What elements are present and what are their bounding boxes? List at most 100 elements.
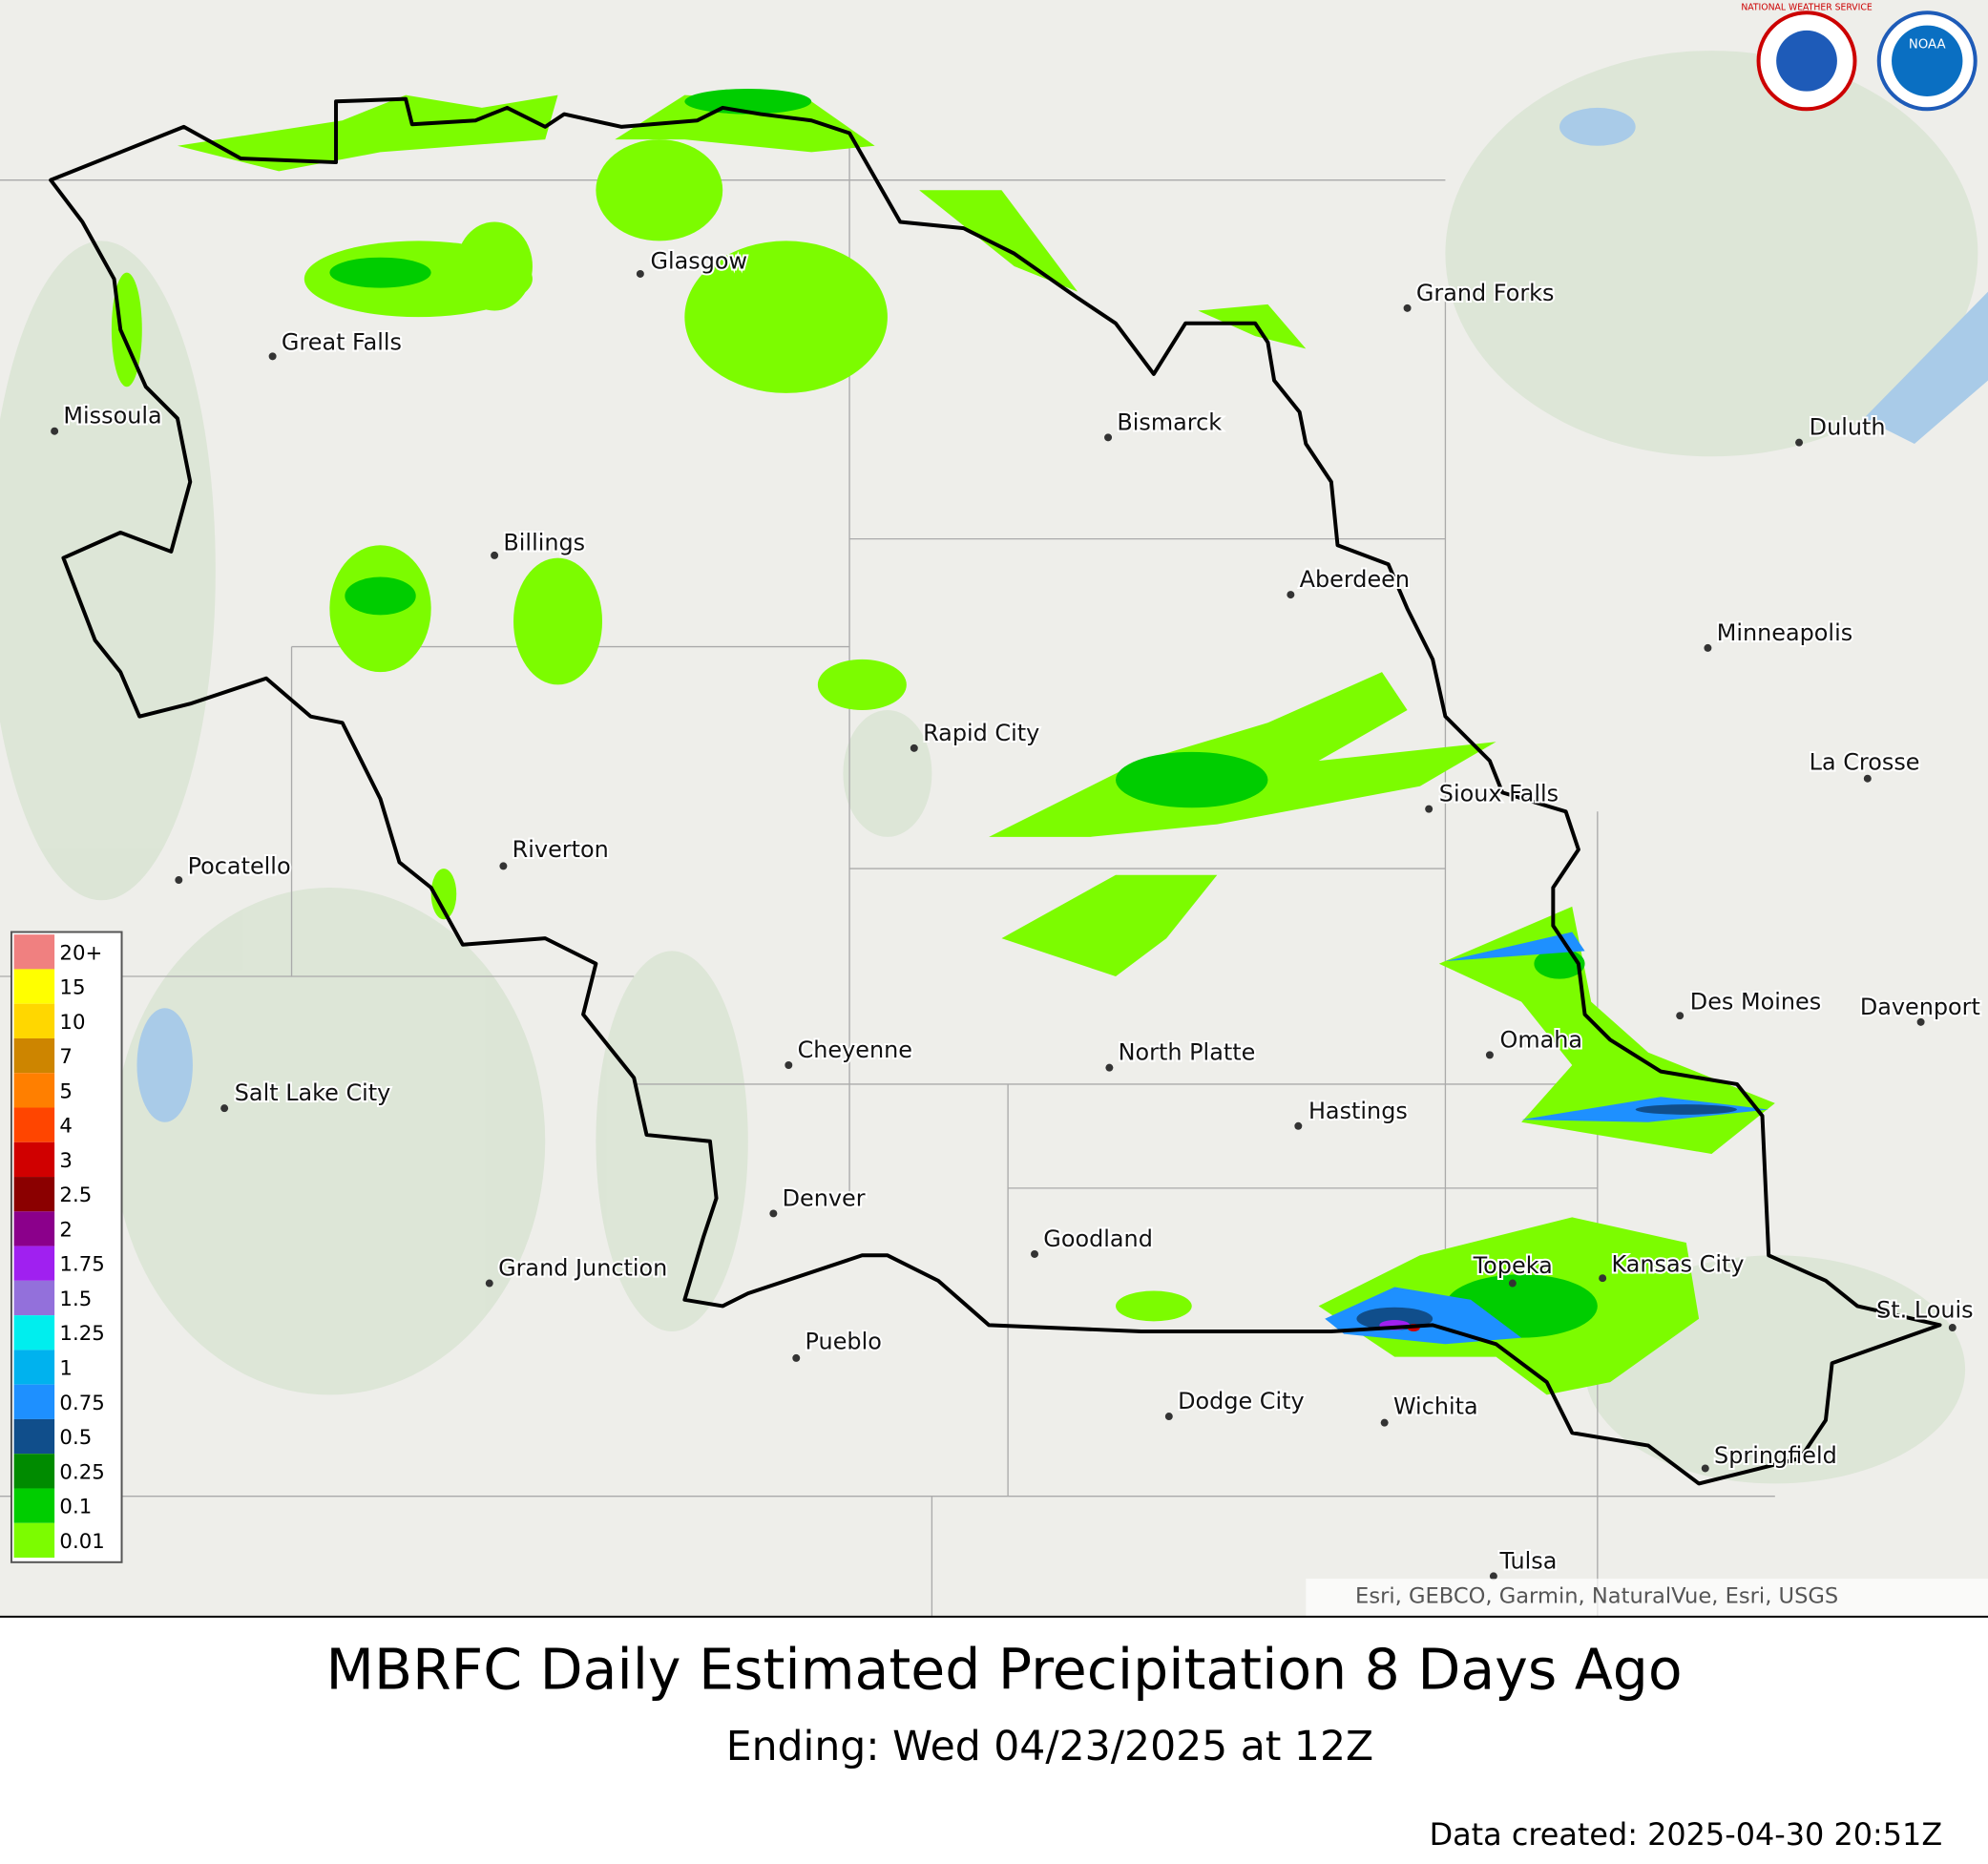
legend-swatch bbox=[13, 1107, 55, 1142]
city-dot bbox=[785, 1061, 793, 1069]
state-borders bbox=[0, 133, 1775, 1617]
noaa-logo-inner bbox=[1892, 25, 1963, 96]
legend-swatch bbox=[13, 1073, 55, 1108]
city-label: Missoula bbox=[63, 403, 161, 429]
city-label: Great Falls bbox=[282, 329, 402, 356]
city-label: Denver bbox=[783, 1184, 866, 1211]
legend-swatch bbox=[13, 1246, 55, 1281]
basin-boundary bbox=[49, 96, 1942, 1486]
legend-label: 0.01 bbox=[59, 1530, 104, 1554]
legend: 20+ 15 10 7 5 4 3 2.5 2 1.75 1.5 1.25 1 0.75 0.5 0.25 0.… bbox=[10, 931, 123, 1563]
city-label: Bismarck bbox=[1117, 408, 1222, 435]
legend-label: 4 bbox=[59, 1115, 73, 1139]
legend-label: 2.5 bbox=[59, 1183, 92, 1207]
legend-label: 0.75 bbox=[59, 1392, 104, 1415]
legend-label: 3 bbox=[59, 1149, 73, 1173]
title: MBRFC Daily Estimated Precipitation 8 Da… bbox=[326, 1638, 1683, 1703]
city-label: Sioux Falls bbox=[1439, 781, 1559, 807]
logos: NATIONAL WEATHER SERVICE NOAA bbox=[1741, 3, 1978, 112]
legend-swatch bbox=[13, 1003, 55, 1038]
legend-swatch bbox=[13, 1488, 55, 1523]
city-dot bbox=[1701, 1464, 1709, 1473]
legend-label: 1.25 bbox=[59, 1322, 104, 1346]
city-label: Glasgow bbox=[650, 248, 747, 275]
water bbox=[136, 107, 1988, 1122]
city-dot bbox=[1380, 1418, 1389, 1427]
city-dot bbox=[1489, 1572, 1497, 1581]
legend-label: 7 bbox=[59, 1045, 73, 1069]
legend-label: 20+ bbox=[59, 941, 102, 965]
city-label: Pocatello bbox=[188, 852, 291, 879]
city-label: Aberdeen bbox=[1300, 566, 1410, 593]
legend-swatch bbox=[13, 1454, 55, 1489]
legend-swatch bbox=[13, 1522, 55, 1559]
city-dot bbox=[51, 427, 59, 435]
city-label: Springfield bbox=[1714, 1442, 1837, 1469]
city-dot bbox=[769, 1209, 778, 1218]
city-label: North Platte bbox=[1119, 1039, 1256, 1066]
city-dot bbox=[1916, 1017, 1925, 1026]
legend-label: 0.1 bbox=[59, 1496, 92, 1519]
city-dot bbox=[491, 551, 499, 559]
city-dot bbox=[175, 876, 183, 885]
legend-label: 0.5 bbox=[59, 1426, 92, 1450]
city-dot bbox=[1031, 1249, 1038, 1258]
city-dot bbox=[499, 862, 508, 870]
legend-swatch bbox=[13, 1280, 55, 1316]
city-dot bbox=[268, 352, 277, 361]
city-label: Grand Junction bbox=[498, 1255, 667, 1282]
city-label: Pueblo bbox=[806, 1329, 882, 1355]
city-dot bbox=[910, 744, 918, 752]
city-label: Tulsa bbox=[1499, 1547, 1558, 1574]
city-label: Des Moines bbox=[1690, 989, 1821, 1016]
attribution: Esri, GEBCO, Garmin, NaturalVue, Esri, U… bbox=[1355, 1583, 1838, 1608]
city-label: Wichita bbox=[1393, 1393, 1478, 1419]
city-label: Goodland bbox=[1043, 1225, 1153, 1252]
city-dot bbox=[636, 269, 644, 278]
legend-label: 5 bbox=[59, 1079, 73, 1103]
city-label: Omaha bbox=[1500, 1026, 1583, 1053]
legend-label: 15 bbox=[59, 976, 85, 1000]
subtitle: Ending: Wed 04/23/2025 at 12Z bbox=[726, 1724, 1373, 1770]
city-dot bbox=[1508, 1279, 1517, 1288]
cities: Glasgow Great Falls Missoula Grand Forks Bis… bbox=[51, 246, 1982, 1581]
legend-label: 0.25 bbox=[59, 1460, 104, 1484]
city-dot bbox=[1795, 438, 1804, 447]
nws-logo-inner bbox=[1776, 30, 1837, 92]
city-dot bbox=[1403, 304, 1412, 312]
city-label: La Crosse bbox=[1810, 748, 1920, 775]
city-dot bbox=[792, 1353, 801, 1362]
city-dot bbox=[485, 1279, 493, 1288]
legend-label: 1.5 bbox=[59, 1288, 92, 1311]
city-dot bbox=[1676, 1012, 1685, 1020]
city-label: Davenport bbox=[1860, 994, 1980, 1020]
city-label: Kansas City bbox=[1611, 1251, 1744, 1278]
legend-swatch bbox=[13, 1384, 55, 1419]
city-dot bbox=[1599, 1274, 1607, 1283]
legend-swatch bbox=[13, 1315, 55, 1351]
city-dot bbox=[1704, 643, 1712, 652]
attribution-bg bbox=[1306, 1579, 1988, 1617]
legend-label: 10 bbox=[59, 1011, 85, 1035]
precipitation bbox=[111, 89, 1775, 1395]
city-dot bbox=[1104, 433, 1113, 442]
city-dot bbox=[1164, 1413, 1173, 1420]
city-dot bbox=[1863, 774, 1872, 783]
legend-swatch bbox=[13, 1350, 55, 1385]
legend-swatch bbox=[13, 1177, 55, 1212]
legend-label: 1.75 bbox=[59, 1253, 104, 1277]
city-label: Riverton bbox=[513, 836, 609, 863]
legend-label: 1 bbox=[59, 1357, 73, 1381]
legend-swatch bbox=[13, 1141, 55, 1178]
city-label: Dodge City bbox=[1178, 1388, 1305, 1414]
city-label: St. Louis bbox=[1876, 1296, 1974, 1323]
city-dot bbox=[1294, 1121, 1303, 1130]
city-dot bbox=[1287, 591, 1295, 599]
legend-swatch bbox=[13, 1211, 55, 1246]
city-dot bbox=[1485, 1051, 1494, 1059]
city-label: Grand Forks bbox=[1416, 280, 1555, 306]
legend-label: 2 bbox=[59, 1218, 73, 1242]
data-created: Data created: 2025-04-30 20:51Z bbox=[1430, 1816, 1943, 1853]
